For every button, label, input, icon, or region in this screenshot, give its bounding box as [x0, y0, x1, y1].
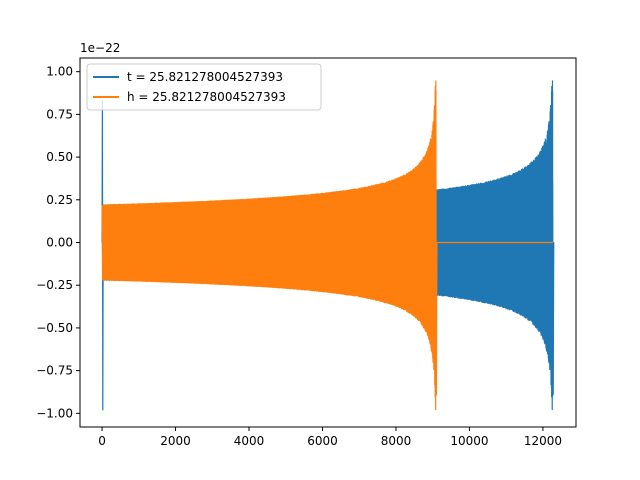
x-tick-label: 12000: [524, 434, 562, 448]
x-tick-label: 8000: [381, 434, 412, 448]
legend: t = 25.821278004527393 h = 25.82127800452…: [86, 63, 322, 111]
legend-label-1: t = 25.821278004527393: [127, 70, 283, 84]
plot-area: [101, 80, 555, 411]
y-tick-label: 0.00: [46, 236, 73, 250]
x-tick-label: 2000: [160, 434, 191, 448]
y-tick-label: 1.00: [46, 65, 73, 79]
y-tick-label: −0.25: [36, 278, 73, 292]
y-offset-label: 1e−22: [80, 41, 120, 55]
legend-label-2: h = 25.821278004527393: [127, 90, 286, 104]
x-tick-label: 4000: [234, 434, 265, 448]
y-tick-label: 0.25: [46, 193, 73, 207]
y-axis: 1.00 0.75 0.50 0.25 0.00 −0.25 −0.50 −0.75 −1.00: [36, 65, 80, 420]
y-tick-label: 0.50: [46, 150, 73, 164]
y-tick-label: 0.75: [46, 107, 73, 121]
x-axis: 0 2000 4000 6000 8000 10000 12000: [98, 427, 562, 448]
y-tick-label: −0.75: [36, 364, 73, 378]
x-tick-label: 0: [98, 434, 106, 448]
x-tick-label: 6000: [307, 434, 338, 448]
series-line-2: [101, 80, 554, 411]
x-tick-label: 10000: [450, 434, 488, 448]
legend-box: [86, 63, 322, 111]
y-tick-label: −0.50: [36, 321, 73, 335]
y-tick-label: −1.00: [36, 406, 73, 420]
